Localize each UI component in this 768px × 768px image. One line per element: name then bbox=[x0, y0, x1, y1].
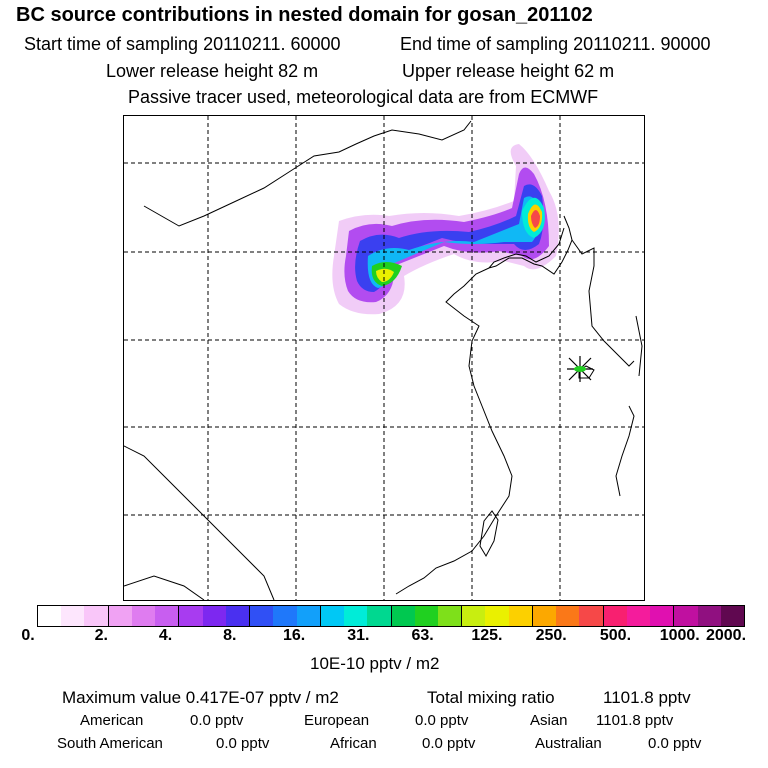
colorbar-swatch bbox=[38, 606, 62, 626]
colorbar-swatch bbox=[674, 606, 698, 626]
colorbar-swatch bbox=[462, 606, 486, 626]
colorbar-swatch bbox=[155, 606, 180, 626]
colorbar-swatch bbox=[391, 606, 415, 626]
colorbar-tick-label: 250. bbox=[535, 627, 567, 644]
colorbar-tick-label: 2. bbox=[94, 627, 108, 644]
upper-release-height: Upper release height 62 m bbox=[402, 61, 615, 81]
plume bbox=[332, 144, 559, 315]
colorbar-swatch bbox=[556, 606, 580, 626]
region-value: 0.0 pptv bbox=[216, 735, 270, 752]
region-value: 0.0 pptv bbox=[190, 712, 244, 729]
region-label: Australian bbox=[535, 735, 602, 752]
colorbar-swatch bbox=[320, 606, 345, 626]
region-value: 0.0 pptv bbox=[648, 735, 702, 752]
colorbar-swatch bbox=[437, 606, 463, 626]
start-time: Start time of sampling 20110211. 60000 bbox=[24, 34, 341, 54]
region-label: South American bbox=[57, 735, 163, 752]
colorbar-swatch bbox=[720, 606, 745, 626]
colorbar-swatch bbox=[108, 606, 132, 626]
colorbar-tick-label: 63. bbox=[411, 627, 434, 644]
colorbar-tick-label: 31. bbox=[347, 627, 370, 644]
end-time: End time of sampling 20110211. 90000 bbox=[400, 34, 711, 54]
lat-lon-grid bbox=[124, 116, 644, 600]
region-value: 0.0 pptv bbox=[415, 712, 469, 729]
colorbar-swatch bbox=[508, 606, 533, 626]
receptor-marker bbox=[567, 356, 593, 382]
colorbar-swatch bbox=[131, 606, 156, 626]
region-label: American bbox=[80, 712, 144, 729]
colorbar-tick-label: 1000. bbox=[659, 627, 700, 644]
colorbar-tick-label: 16. bbox=[282, 627, 306, 644]
region-value: 1101.8 pptv bbox=[596, 712, 674, 729]
colorbar-tick-label: 500. bbox=[599, 627, 632, 644]
colorbar-tick-label: 4. bbox=[158, 627, 173, 644]
colorbar-swatch bbox=[202, 606, 226, 626]
colorbar-swatch bbox=[296, 606, 321, 626]
colorbar-swatch bbox=[344, 606, 368, 626]
total-mixing-ratio-value: 1101.8 pptv bbox=[603, 688, 691, 707]
colorbar-swatch bbox=[250, 606, 274, 626]
colorbar-swatch bbox=[603, 606, 627, 626]
region-label: African bbox=[330, 735, 377, 752]
colorbar-swatch bbox=[579, 606, 604, 626]
colorbar-swatch bbox=[414, 606, 438, 626]
tracer-note: Passive tracer used, meteorological data… bbox=[128, 87, 599, 107]
region-label: European bbox=[304, 712, 370, 729]
colorbar-swatch bbox=[225, 606, 251, 626]
colorbar-tick-label: 8. bbox=[223, 627, 237, 644]
colorbar bbox=[37, 605, 745, 627]
map-panel[interactable] bbox=[123, 115, 645, 601]
colorbar-swatch bbox=[626, 606, 651, 626]
colorbar-swatch bbox=[485, 606, 509, 626]
map-title: BC source contributions in nested domain… bbox=[16, 4, 593, 26]
colorbar-tick-label: 2000. bbox=[705, 627, 747, 644]
colorbar-units: 10E-10 pptv / m2 bbox=[310, 654, 440, 673]
colorbar-swatch bbox=[367, 606, 392, 626]
coastlines bbox=[124, 120, 643, 600]
colorbar-swatch bbox=[61, 606, 85, 626]
maximum-value: Maximum value 0.417E-07 pptv / m2 bbox=[62, 688, 339, 707]
map-canvas bbox=[124, 116, 644, 600]
colorbar-swatch bbox=[273, 606, 297, 626]
colorbar-swatch bbox=[532, 606, 557, 626]
colorbar-tick-label: 125. bbox=[471, 627, 503, 644]
region-value: 0.0 pptv bbox=[422, 735, 476, 752]
colorbar-swatch bbox=[650, 606, 675, 626]
colorbar-swatch bbox=[697, 606, 721, 626]
lower-release-height: Lower release height 82 m bbox=[106, 61, 319, 81]
total-mixing-ratio-label: Total mixing ratio bbox=[427, 688, 555, 707]
colorbar-swatch bbox=[179, 606, 203, 626]
region-label: Asian bbox=[530, 712, 568, 729]
colorbar-swatch bbox=[84, 606, 109, 626]
colorbar-tick-label: 0. bbox=[21, 627, 35, 644]
